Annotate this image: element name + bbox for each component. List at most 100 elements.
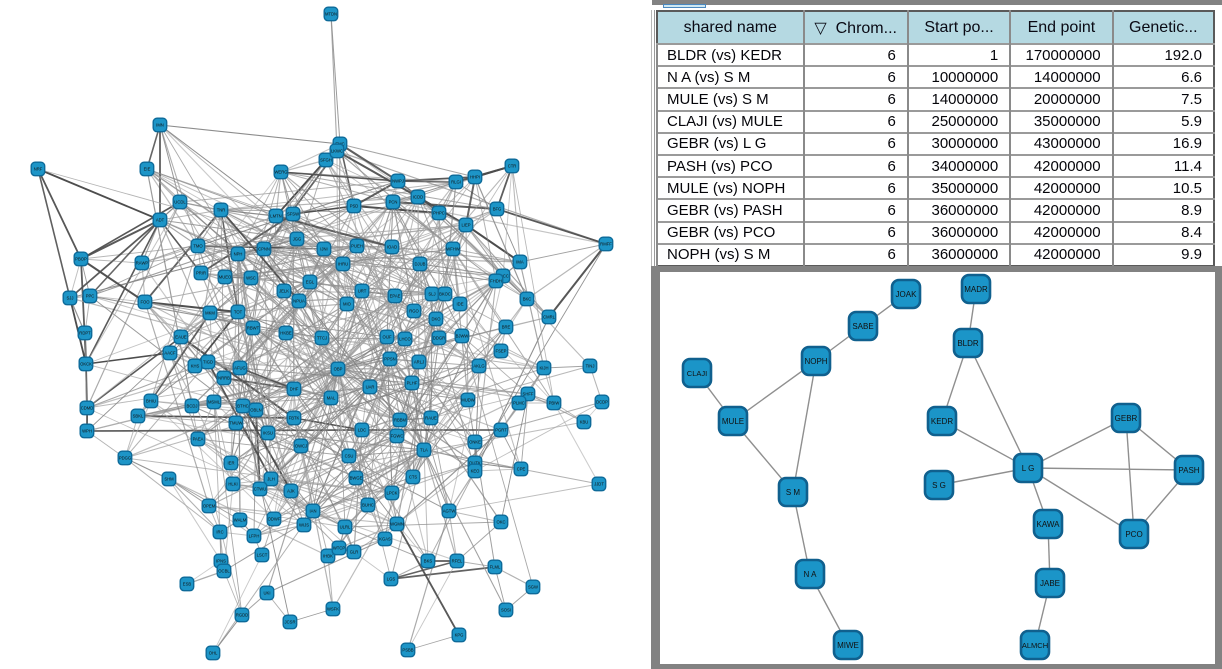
- svg-text:AFUG: AFUG: [234, 366, 246, 371]
- svg-text:IJNI: IJNI: [320, 247, 327, 252]
- svg-text:JCSR: JCSR: [285, 620, 296, 625]
- svg-text:IDE: IDE: [457, 302, 464, 307]
- svg-text:EGL: EGL: [306, 280, 315, 285]
- svg-text:WFHW: WFHW: [446, 247, 460, 252]
- svg-text:SABE: SABE: [852, 322, 873, 331]
- svg-text:LHCO: LHCO: [399, 337, 411, 342]
- svg-text:MULE: MULE: [722, 417, 744, 426]
- svg-text:OBP: OBP: [334, 367, 343, 372]
- svg-text:PDGG: PDGG: [119, 456, 131, 461]
- svg-text:TNR: TNR: [217, 208, 226, 213]
- svg-text:RLGI: RLGI: [451, 180, 461, 185]
- svg-text:SHM: SHM: [164, 477, 174, 482]
- svg-text:DKO: DKO: [431, 317, 441, 322]
- svg-text:LPCK: LPCK: [387, 491, 398, 496]
- svg-text:LDC: LDC: [358, 428, 366, 433]
- svg-text:RMFF: RMFF: [600, 242, 612, 247]
- svg-text:AJK: AJK: [287, 489, 295, 494]
- svg-text:AACF: AACF: [164, 351, 176, 356]
- svg-text:IER: IER: [228, 461, 235, 466]
- svg-text:IMN: IMN: [156, 123, 164, 128]
- svg-text:BFG: BFG: [493, 207, 502, 212]
- svg-text:RBWT: RBWT: [247, 326, 260, 331]
- svg-text:TMO: TMO: [193, 244, 203, 249]
- svg-text:GEBR: GEBR: [1115, 414, 1138, 423]
- svg-text:ULRL: ULRL: [340, 525, 351, 530]
- svg-text:ESB: ESB: [183, 582, 192, 587]
- svg-text:PPSN: PPSN: [384, 357, 395, 362]
- svg-text:HHPI: HHPI: [470, 175, 480, 180]
- svg-text:ONKE: ONKE: [469, 440, 481, 445]
- svg-text:TLA: TLA: [420, 448, 428, 453]
- svg-text:FHDH: FHDH: [490, 279, 502, 284]
- svg-text:WGMN: WGMN: [390, 522, 404, 527]
- svg-text:DCDP: DCDP: [596, 400, 608, 405]
- svg-text:RAUE: RAUE: [425, 416, 437, 421]
- svg-text:FBTK: FBTK: [289, 416, 300, 421]
- svg-text:RFEL: RFEL: [452, 559, 463, 564]
- svg-text:SHFF: SHFF: [523, 392, 534, 397]
- svg-text:IHRU: IHRU: [338, 262, 348, 267]
- svg-text:KPG: KPG: [455, 633, 464, 638]
- svg-text:KIJH: KIJH: [539, 366, 548, 371]
- svg-text:PUEH: PUEH: [351, 244, 363, 249]
- svg-text:TINJ: TINJ: [586, 364, 595, 369]
- svg-text:FLML: FLML: [490, 565, 501, 570]
- svg-text:BKOC: BKOC: [439, 292, 451, 297]
- svg-text:KEO: KEO: [471, 469, 481, 474]
- svg-text:PPC: PPC: [86, 294, 95, 299]
- svg-text:BCDJ: BCDJ: [187, 404, 198, 409]
- svg-text:FGWC: FGWC: [391, 434, 404, 439]
- svg-text:SJJ: SJJ: [67, 296, 74, 301]
- svg-text:UAR: UAR: [366, 385, 375, 390]
- svg-text:JOAK: JOAK: [896, 290, 918, 299]
- svg-text:PLHF: PLHF: [407, 381, 418, 386]
- svg-text:KHS: KHS: [191, 364, 200, 369]
- svg-text:MSML: MSML: [208, 400, 221, 405]
- svg-text:ICDD: ICDD: [413, 195, 423, 200]
- svg-text:BKC: BKC: [523, 297, 532, 302]
- svg-text:IKSU: IKSU: [263, 431, 273, 436]
- svg-text:WSC: WSC: [246, 276, 256, 281]
- svg-text:KEDR: KEDR: [931, 417, 953, 426]
- svg-text:BJWW: BJWW: [456, 334, 469, 339]
- svg-text:IMA: IMA: [516, 260, 524, 265]
- svg-text:OPEM: OPEM: [203, 504, 216, 509]
- svg-text:OCBL: OCBL: [218, 569, 230, 574]
- svg-text:OIJF: OIJF: [382, 335, 392, 340]
- svg-text:CPNN: CPNN: [258, 247, 270, 252]
- svg-text:ADT: ADT: [156, 218, 165, 223]
- svg-text:PSBB: PSBB: [402, 648, 413, 653]
- svg-text:RBBM: RBBM: [394, 418, 407, 423]
- svg-text:WSFK: WSFK: [327, 607, 339, 612]
- svg-text:UCDL: UCDL: [174, 200, 186, 205]
- svg-text:KAWA: KAWA: [1037, 520, 1061, 529]
- svg-text:WIJS: WIJS: [299, 523, 309, 528]
- svg-text:RGDD: RGDD: [236, 613, 248, 618]
- svg-text:PHPC: PHPC: [433, 211, 445, 216]
- svg-text:IHBK: IHBK: [323, 554, 333, 559]
- svg-text:SLJ: SLJ: [428, 292, 435, 297]
- svg-text:OKC: OKC: [496, 520, 505, 525]
- svg-text:NRRB: NRRB: [218, 376, 230, 381]
- svg-text:KBU: KBU: [580, 420, 589, 425]
- svg-text:MADR: MADR: [964, 285, 988, 294]
- svg-text:MIO: MIO: [343, 302, 352, 307]
- svg-text:FSEP: FSEP: [496, 349, 507, 354]
- svg-text:PBOP: PBOP: [75, 257, 87, 262]
- svg-text:CSU: CSU: [345, 454, 354, 459]
- svg-text:DJUB: DJUB: [415, 262, 426, 267]
- svg-text:CTR: CTR: [508, 164, 517, 169]
- svg-text:S G: S G: [932, 481, 946, 490]
- svg-text:SFGH: SFGH: [320, 158, 332, 163]
- svg-text:NPUA: NPUA: [293, 299, 305, 304]
- svg-text:OWCJ: OWCJ: [295, 444, 307, 449]
- svg-text:N A: N A: [804, 570, 818, 579]
- svg-text:BHIU: BHIU: [146, 399, 156, 404]
- svg-text:DUTK: DUTK: [469, 461, 481, 466]
- svg-text:BLDR: BLDR: [957, 339, 979, 348]
- svg-text:ODWF: ODWF: [268, 517, 281, 522]
- svg-text:PASH: PASH: [1178, 466, 1199, 475]
- svg-text:AKLG: AKLG: [473, 364, 484, 369]
- svg-text:PBIW: PBIW: [549, 401, 560, 406]
